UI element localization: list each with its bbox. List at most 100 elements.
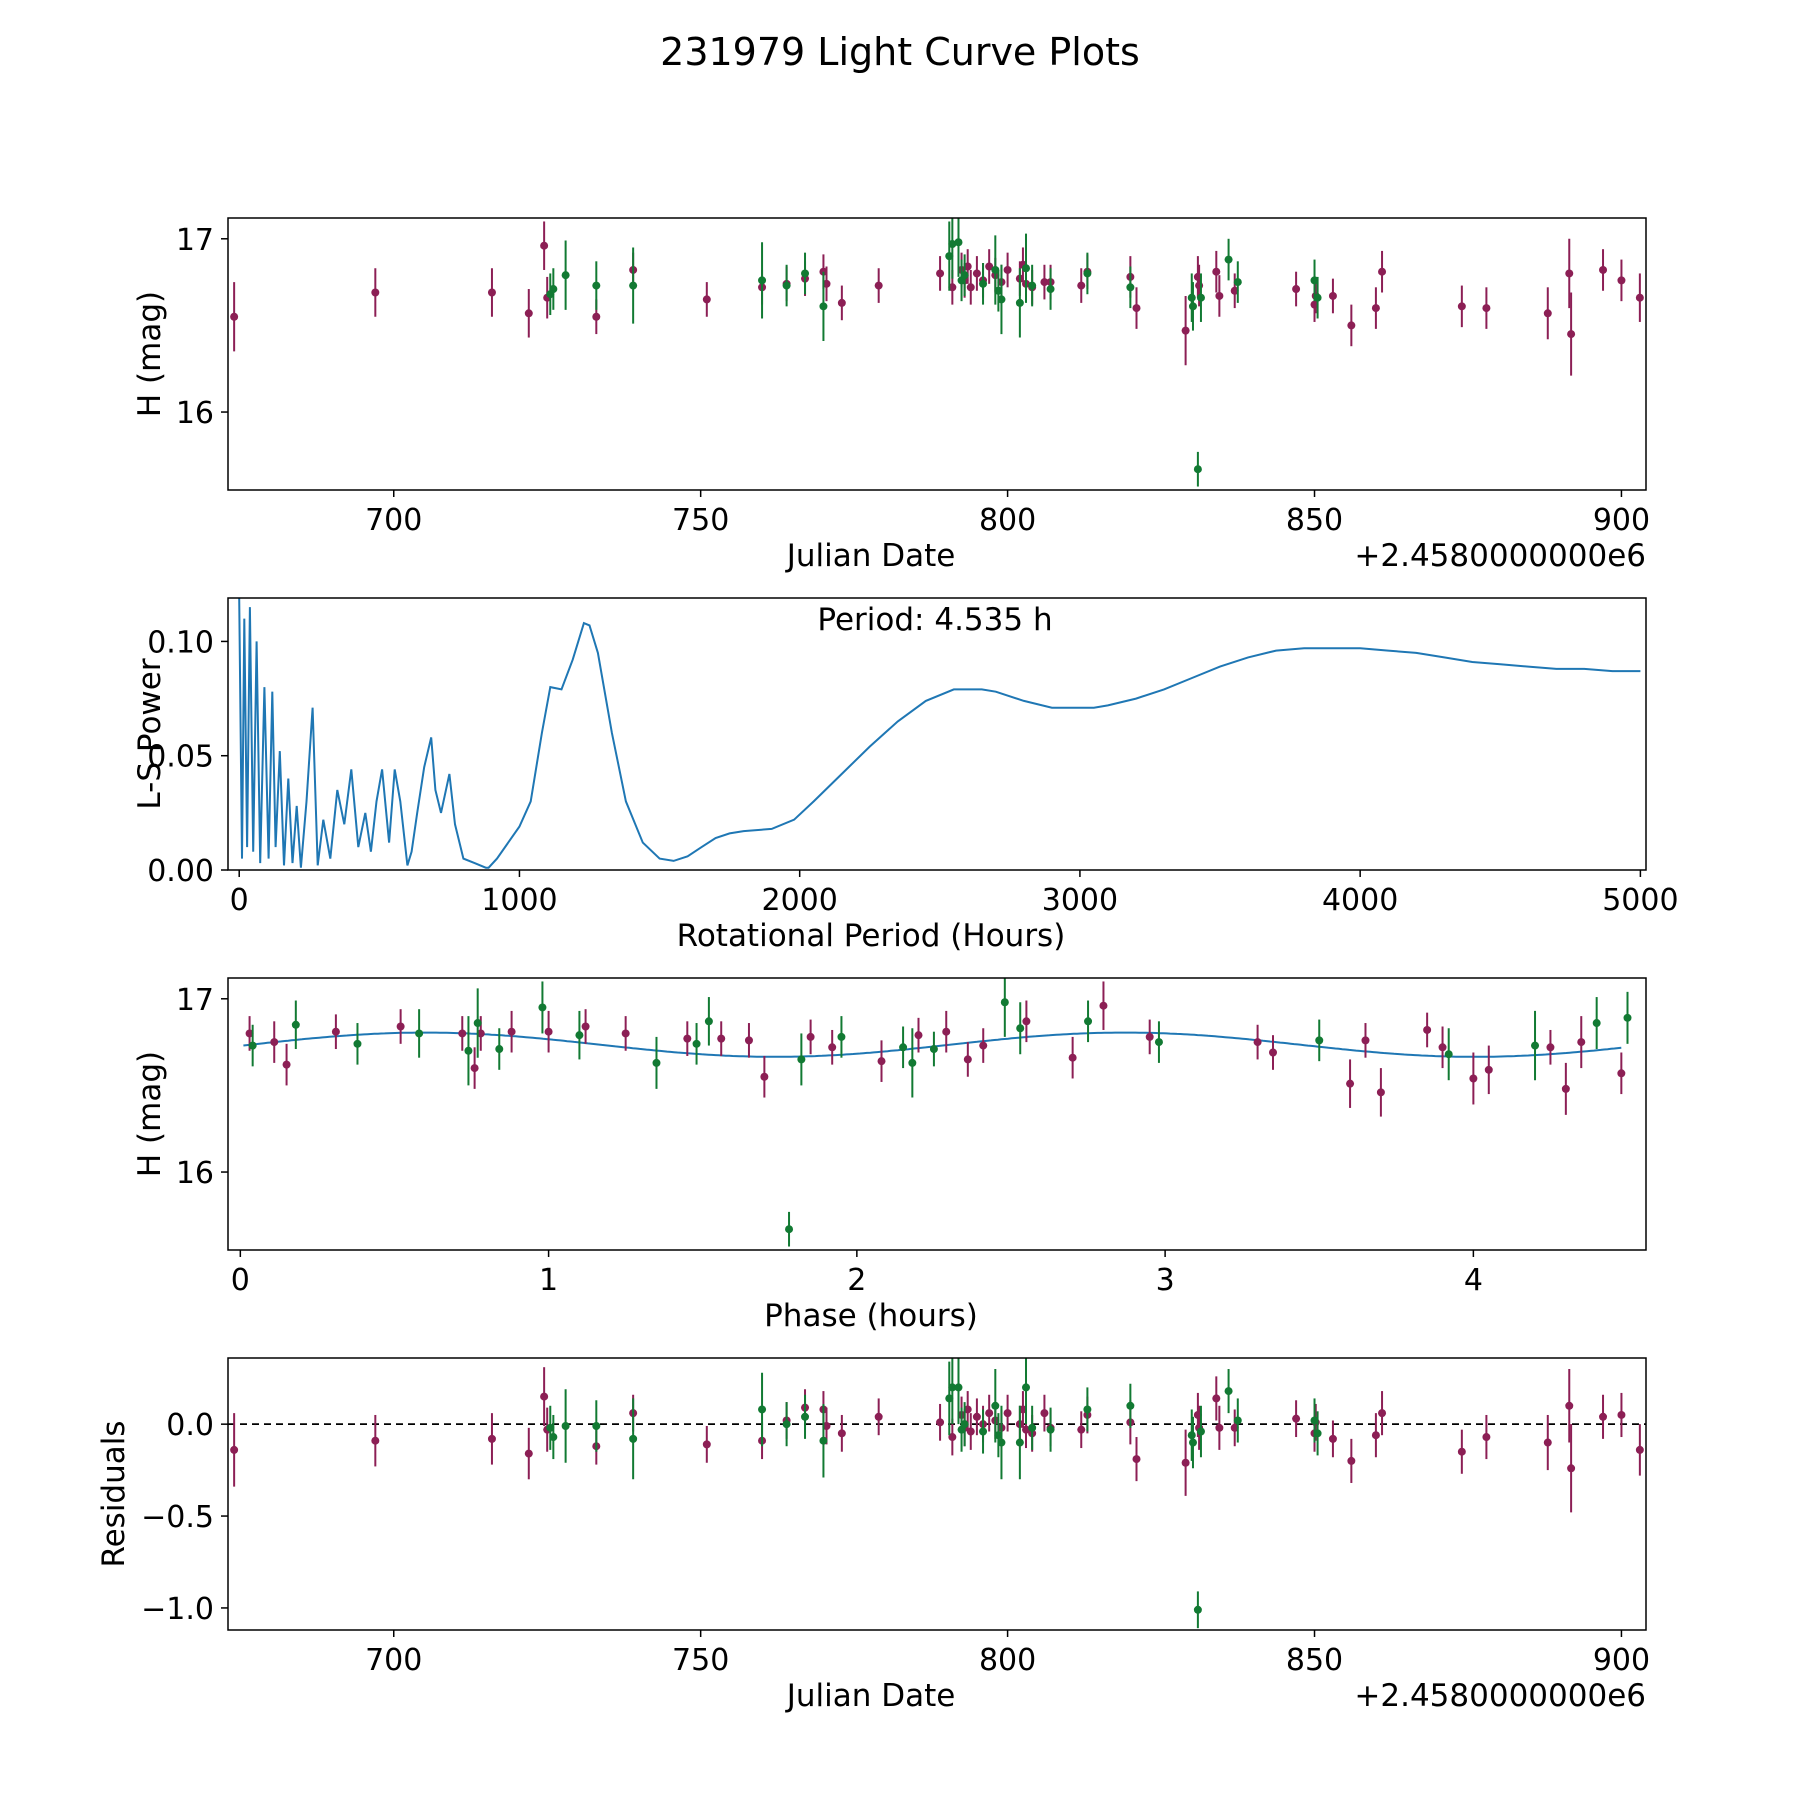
data-point	[1347, 321, 1356, 330]
phased-filter-2-point	[538, 981, 547, 1034]
data-point	[371, 288, 380, 297]
phased-filter-2-point	[908, 1028, 917, 1098]
data-point	[396, 1022, 405, 1031]
data-point	[1347, 1456, 1356, 1465]
data-point	[985, 262, 994, 271]
data-point	[415, 1029, 424, 1038]
residuals-filter-2-point	[1196, 1405, 1205, 1458]
data-point	[1577, 1038, 1586, 1047]
data-point	[1361, 1036, 1370, 1045]
lightcurve-filter-1-point	[1181, 295, 1190, 366]
phased-filter-1-point	[621, 1016, 630, 1051]
data-point	[1310, 1416, 1319, 1425]
lightcurve-axes: 700 750 800 850 900 16 17 Julian Date H (mag) +2.…	[132, 217, 1650, 574]
lightcurve-filter-1-point	[1230, 273, 1239, 309]
data-point	[507, 1027, 516, 1036]
residuals-filter-2-point	[979, 1409, 988, 1454]
phased-frame	[227, 977, 1647, 1251]
phased-filter-1-point	[1561, 1062, 1570, 1115]
data-point	[963, 262, 972, 271]
residuals-filter-1-point	[837, 1414, 846, 1452]
data-point	[1565, 1401, 1574, 1410]
data-point	[1015, 298, 1024, 307]
lightcurve-filter-1-point	[1040, 264, 1049, 300]
data-point	[972, 269, 981, 278]
residuals-filter-1-point	[371, 1414, 380, 1467]
periodogram-series-line	[238, 598, 1641, 869]
residuals-filter-1-point	[1482, 1414, 1491, 1460]
x-tick-label: 750	[672, 1643, 729, 1678]
lightcurve-filter-1-point	[822, 266, 831, 302]
data-point	[1423, 1025, 1432, 1034]
data-point	[546, 1423, 555, 1432]
phased-filter-2-point	[473, 988, 482, 1058]
data-point	[1269, 1048, 1278, 1057]
phased-filter-1-point	[1022, 1000, 1031, 1043]
phased-filter-1-point	[806, 1019, 815, 1055]
residuals-filter-1-point	[1040, 1394, 1049, 1432]
lightcurve-filter-1-point	[972, 256, 981, 291]
data-point	[822, 1422, 831, 1430]
phased-filter-2-point	[495, 1028, 504, 1070]
data-point	[1599, 1412, 1608, 1421]
data-point	[1313, 293, 1322, 302]
data-point	[1482, 304, 1491, 313]
lightcurve-filter-1-point	[963, 249, 972, 284]
lightcurve-filter-2-point	[1313, 276, 1322, 319]
phased-filter-1-point	[396, 1009, 405, 1044]
phased-filter-2-point	[929, 1031, 938, 1067]
lightcurve-frame	[227, 217, 1647, 491]
data-point	[985, 1409, 994, 1418]
data-point	[1083, 269, 1092, 278]
x-tick-label: 3000	[1042, 883, 1118, 918]
residuals-filter-1-point	[487, 1413, 496, 1465]
phased-filter-1-point	[331, 1014, 340, 1050]
data-point	[230, 312, 239, 321]
residuals-filter-2-point	[960, 1402, 969, 1447]
data-point	[1215, 291, 1224, 300]
phased-filter-1-point	[683, 1021, 692, 1056]
x-tick-label: 4	[1464, 1263, 1483, 1298]
x-tick-label: 700	[365, 503, 422, 538]
data-point	[1233, 1416, 1242, 1425]
lightcurve-filter-1-point	[1215, 275, 1224, 317]
lightcurve-filter-1-point	[1482, 287, 1491, 329]
phased-filter-1-point	[744, 1023, 753, 1058]
phased-filter-2-point	[291, 1000, 300, 1050]
data-point	[540, 241, 549, 250]
lightcurve-filter-2-point	[1233, 261, 1242, 303]
plots: 700 750 800 850 900 16 17 Julian Date H (mag) +2.…	[96, 217, 1679, 1714]
lightcurve-filter-1-point	[540, 221, 549, 270]
x-tick-label: 1000	[481, 883, 557, 918]
x-tick-label: 4000	[1322, 883, 1398, 918]
lightcurve-filter-1-point	[1077, 268, 1086, 303]
lightcurve-filter-1-point	[1371, 287, 1380, 329]
data-point	[991, 1401, 1000, 1410]
lightcurve-filter-1-point	[230, 282, 239, 352]
data-point	[1022, 1425, 1031, 1434]
y-tick-label: 17	[176, 983, 214, 1018]
data-point	[561, 1422, 570, 1430]
phased-axes: 0 1 2 3 4 16 17 Phase (hours) H (mag)	[132, 977, 1647, 1334]
data-point	[963, 1055, 972, 1064]
data-point	[1154, 1038, 1163, 1047]
data-point	[683, 1034, 692, 1043]
data-point	[994, 1431, 1003, 1440]
residuals-filter-1-point	[1457, 1429, 1466, 1474]
data-point	[797, 1055, 806, 1064]
residuals-filter-1-point	[524, 1427, 533, 1480]
data-point	[948, 1433, 957, 1442]
data-point	[1444, 1050, 1453, 1059]
data-point	[248, 1041, 257, 1050]
phased-filter-1-point	[877, 1040, 886, 1082]
data-point	[837, 298, 846, 307]
residuals-filter-1-point	[1003, 1394, 1012, 1432]
residuals-filter-2-point	[819, 1403, 828, 1478]
data-point	[524, 1449, 533, 1458]
residuals-filter-1-point	[966, 1413, 975, 1450]
residuals-filter-2-point	[991, 1369, 1000, 1443]
residuals-filter-1-point	[874, 1398, 883, 1436]
data-point	[1188, 1438, 1197, 1447]
phased-filter-2-point	[248, 1024, 257, 1067]
phased-filter-1-point	[1469, 1052, 1478, 1105]
